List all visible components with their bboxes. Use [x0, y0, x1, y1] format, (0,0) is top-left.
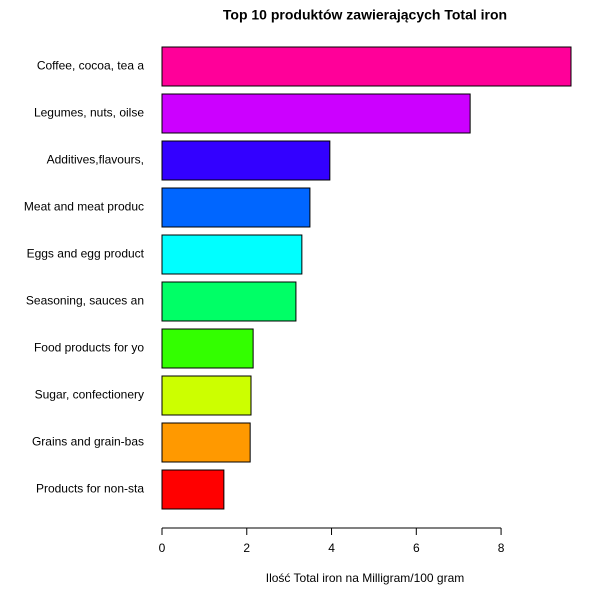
- bar: [161, 328, 254, 369]
- y-tick-label: Seasoning, sauces an: [26, 294, 144, 308]
- bar: [161, 234, 303, 275]
- bar: [161, 187, 311, 228]
- bar: [161, 46, 572, 87]
- x-tick-label: 2: [243, 541, 250, 555]
- chart-title: Top 10 produktów zawierających Total iro…: [223, 7, 507, 23]
- bar: [161, 375, 252, 416]
- x-tick-label: 0: [159, 541, 166, 555]
- bar: [161, 422, 251, 463]
- bar: [161, 140, 331, 181]
- y-tick-label: Legumes, nuts, oilse: [34, 106, 144, 120]
- y-tick-label: Grains and grain-bas: [32, 435, 144, 449]
- y-tick-label: Food products for yo: [34, 341, 144, 355]
- bar: [161, 93, 471, 134]
- y-tick-label: Sugar, confectionery: [35, 388, 144, 402]
- x-axis-label: Ilość Total iron na Milligram/100 gram: [266, 571, 465, 585]
- bar: [161, 281, 297, 322]
- x-tick-label: 6: [413, 541, 420, 555]
- y-tick-label: Coffee, cocoa, tea a: [37, 59, 145, 73]
- bar: [161, 469, 225, 510]
- y-tick-label: Eggs and egg product: [27, 247, 145, 261]
- y-tick-label: Products for non-sta: [36, 482, 144, 496]
- y-tick-label: Additives,flavours,: [47, 153, 144, 167]
- x-tick-label: 8: [498, 541, 505, 555]
- x-tick-label: 4: [328, 541, 335, 555]
- y-tick-label: Meat and meat produc: [24, 200, 144, 214]
